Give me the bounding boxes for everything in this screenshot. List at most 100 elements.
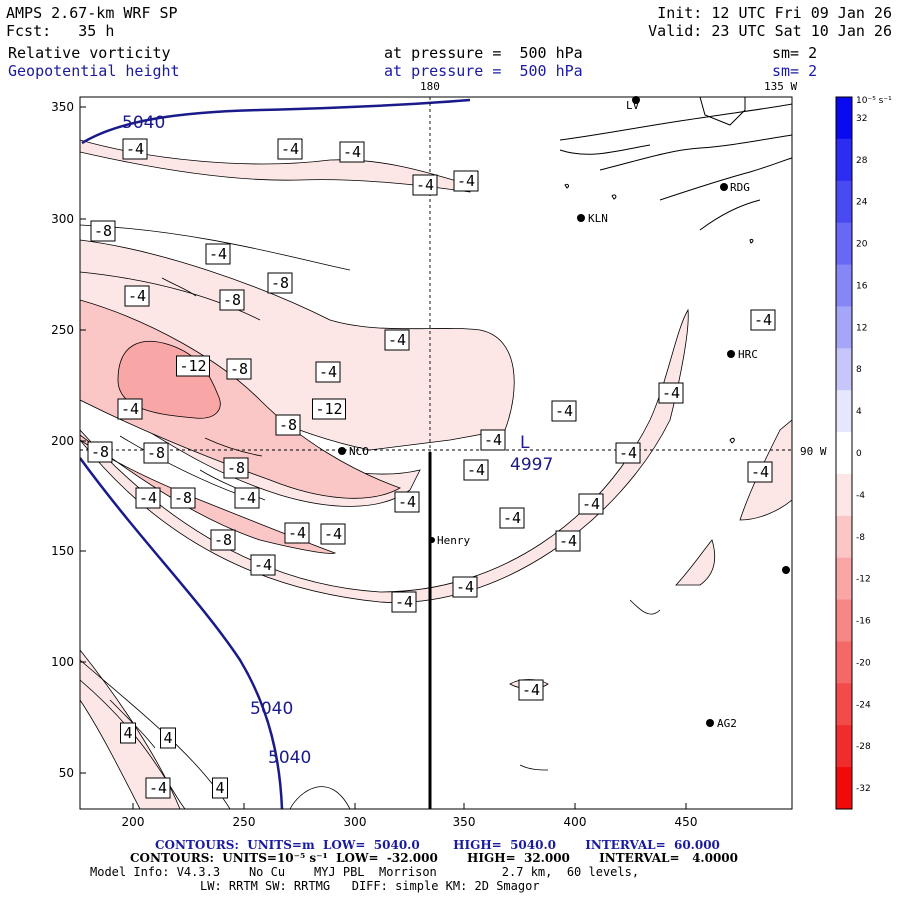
vorticity-label: -4 [384,329,410,351]
svg-text:-8: -8 [271,274,289,292]
vorticity-label: -4 [452,576,478,598]
low-value: 4997 [510,455,553,475]
init-time: Init: 12 UTC Fri 09 Jan 26 [657,4,892,22]
vorticity-label: -4 [391,591,417,613]
colorbar-swatch [836,222,852,266]
vorticity-label: -8 [275,414,301,436]
station-dot [429,537,435,543]
field2-level: at pressure = 500 hPa [384,62,583,80]
colorbar-swatch [836,683,852,726]
svg-text:-4: -4 [139,489,157,507]
svg-text:-4: -4 [559,532,577,550]
colorbar-tick-label: 24 [856,198,868,208]
svg-text:-4: -4 [416,176,434,194]
vorticity-label: -4 [145,777,171,799]
axis-ticks: 200 250 300 350 400 450 350 300 250 200 150 100 50 [51,100,697,829]
station-dot [720,183,728,191]
height-label: 5040 [268,748,311,768]
vorticity-label: -4 [615,442,641,464]
colorbar-tick-label: -28 [856,742,871,752]
height-label: 5040 [250,699,293,719]
vorticity-label: -4 [284,522,310,544]
vorticity-label: -4 [499,507,525,529]
vorticity-label: -4 [394,491,420,513]
svg-text:-4: -4 [751,463,769,481]
colorbar-swatch [836,348,852,391]
colorbar-tick-label: 20 [856,240,868,250]
colorbar-tick-label: -4 [856,491,865,501]
vorticity-label: -4 [320,523,346,545]
svg-text:-4: -4 [281,140,299,158]
vorticity-label: -4 [453,170,479,192]
y-tick-label: 200 [51,434,74,448]
vorticity-label: -4 [463,459,489,481]
field1-level: at pressure = 500 hPa [384,44,583,62]
y-tick-label: 50 [59,766,74,780]
colorbar-swatch [836,432,852,475]
svg-text:4: 4 [215,779,224,797]
vorticity-label: -4 [234,487,260,509]
colorbar-tick-label: -12 [856,575,871,585]
svg-text:-8: -8 [230,360,248,378]
colorbar-swatch [836,557,852,601]
lon-label-180: 180 [420,80,440,93]
station-label: KLN [588,212,608,225]
svg-text:-4: -4 [319,363,337,381]
colorbar-tick-label: 0 [856,449,862,459]
colorbar-tick-label: 8 [856,365,862,375]
vorticity-label: -8 [226,358,252,380]
vorticity-label: -4 [117,398,143,420]
svg-text:-12: -12 [179,357,206,375]
vorticity-label: -8 [223,457,249,479]
vorticity-label: -8 [90,220,116,242]
vorticity-label: -4 [551,400,577,422]
vorticity-label: -4 [205,243,231,265]
x-tick-label: 350 [453,815,476,829]
colorbar-unit: 10⁻⁵ s⁻¹ [856,96,892,106]
colorbar-swatch [836,515,852,559]
vorticity-label: -12 [312,398,346,420]
svg-text:-4: -4 [343,143,361,161]
lon-label-135w: 135 W [764,80,797,93]
vorticity-label: -8 [267,272,293,294]
vorticity-label: 4 [160,727,176,749]
station-label: NCO [349,445,369,458]
svg-text:-4: -4 [288,524,306,542]
svg-text:-4: -4 [457,172,475,190]
colorbar-swatch [836,599,852,642]
y-tick-label: 300 [51,212,74,226]
height-labels: 5040 5040 5040 L 4997 [122,113,553,768]
footer-vorticity-contours: CONTOURS: UNITS=10⁻⁵ s⁻¹ LOW= -32.000 HI… [130,851,738,865]
vorticity-label: -4 [747,461,773,483]
svg-text:-4: -4 [126,140,144,158]
lat-label-90w: 90 W [800,445,827,458]
vorticity-label: -4 [250,554,276,576]
vorticity-label: -4 [750,309,776,331]
vorticity-labels: -4 -4 -4 -4 -4 -8 -4 -8 -4 -8 -4 -12 -8 -4 -4 -12 -8 -4 -4… [87,138,776,799]
colorbar-frame [835,96,853,810]
vorticity-label: -4 [555,530,581,552]
svg-text:-8: -8 [279,416,297,434]
vorticity-label: -4 [315,361,341,383]
station-dot [338,447,346,455]
svg-text:-8: -8 [174,489,192,507]
vorticity-label: -8 [170,487,196,509]
map-frame [79,96,793,810]
colorbar: 10⁻⁵ s⁻¹ 32 28 24 20 16 12 8 4 0 -4 -8 -12 -16 -20 -24 -… [835,96,892,810]
svg-text:-8: -8 [223,291,241,309]
svg-text:-8: -8 [227,459,245,477]
svg-text:-4: -4 [254,556,272,574]
vorticity-label: -4 [480,429,506,451]
vorticity-label: -4 [277,138,303,160]
colorbar-swatch [836,138,852,182]
footer-model-info: Model Info: V4.3.3 No Cu MYJ PBL Morriso… [90,865,640,879]
svg-text:-4: -4 [121,400,139,418]
station-label: RDG [730,181,750,194]
y-tick-label: 100 [51,655,74,669]
svg-text:-4: -4 [209,245,227,263]
colorbar-tick-label: 32 [856,114,867,124]
vorticity-label: -4 [135,487,161,509]
colorbar-tick-label: -24 [856,700,871,710]
svg-text:-8: -8 [214,531,232,549]
svg-text:-4: -4 [238,489,256,507]
